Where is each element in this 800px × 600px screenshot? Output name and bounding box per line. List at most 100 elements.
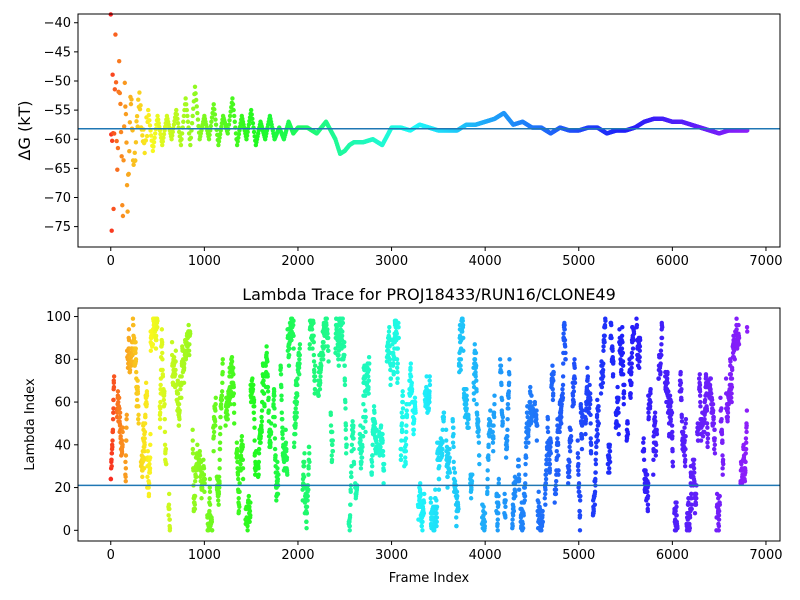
lambda-point [648,391,653,396]
lambda-point [311,340,316,345]
delta-g-point [236,131,242,137]
lambda-point [548,440,554,445]
lambda-point [343,436,349,441]
lambda-point [159,327,165,332]
lambda-point [495,528,500,533]
lambda-point [179,395,184,400]
lambda-point [148,442,153,448]
lambda-point [473,374,478,379]
lambda-point [240,457,246,462]
lambda-point [603,318,608,324]
lambda-point [366,384,371,390]
lambda-point [312,378,317,383]
lambda-point [461,335,466,341]
lambda-point [190,446,196,452]
lambda-point [124,416,129,422]
lambda-point [505,434,510,439]
lambda-point [395,346,401,351]
lambda-point [217,440,223,445]
lambda-point [629,380,634,386]
lambda-point [491,423,496,428]
lambda-point [363,414,368,420]
lambda-point [596,404,601,409]
lambda-point [646,414,651,420]
delta-g-point [209,119,214,124]
lambda-point [702,397,708,403]
lambda-point [153,333,159,338]
lambda-point [426,406,432,411]
lambda-point [142,436,147,441]
lambda-point [272,446,278,452]
lambda-point [473,350,479,356]
lambda-point [637,337,643,343]
lambda-point [247,508,253,514]
lambda-point [238,461,243,467]
lambda-point [294,410,299,415]
lambda-point [133,350,138,356]
lambda-point [143,414,148,420]
lambda-point [318,380,323,386]
lambda-point [371,404,377,409]
lambda-point [447,455,452,460]
lambda-point [421,511,427,516]
lambda-point [465,421,470,426]
lambda-point [399,427,405,433]
lambda-point [202,489,207,495]
lambda-point [725,406,731,411]
lambda-point [543,487,548,492]
lambda-point [275,476,281,482]
lambda-point [625,431,631,437]
lambda-point [555,442,561,448]
lambda-point [187,342,192,347]
lambda-point [366,378,372,383]
lambda-point [648,387,653,392]
bottom-y-tick-label: 100 [46,310,71,325]
delta-g-point [170,129,175,135]
lambda-point [560,374,566,379]
lambda-point [186,348,192,353]
lambda-point [424,374,429,379]
lambda-point [403,461,408,467]
delta-g-point [146,113,151,118]
delta-g-point [156,121,161,126]
lambda-point [283,427,288,433]
lambda-point [593,457,598,462]
lambda-point [523,481,528,486]
lambda-point [297,352,303,358]
delta-g-point [158,131,163,137]
lambda-point [232,421,237,426]
lambda-point [732,357,737,362]
lambda-point [135,384,140,390]
lambda-point [516,472,522,477]
lambda-point [126,327,132,332]
lambda-point [252,425,257,430]
lambda-point [716,517,722,522]
delta-g-point [217,131,223,137]
lambda-point [511,508,517,514]
lambda-point [716,523,722,529]
lambda-point [643,468,648,473]
lambda-point [283,440,289,445]
lambda-point [567,468,572,473]
lambda-point [526,440,531,445]
delta-g-point [155,117,161,122]
lambda-point [272,393,277,398]
lambda-point [568,427,573,433]
lambda-point [404,429,409,435]
lambda-point [135,416,141,422]
lambda-point [366,391,371,396]
lambda-point [743,436,749,441]
lambda-point [312,369,317,375]
lambda-point [348,489,353,495]
delta-g-point [184,107,190,113]
lambda-point [400,406,406,411]
lambda-point [474,401,479,407]
lambda-point [256,466,261,471]
lambda-point [237,489,242,495]
lambda-point [532,399,538,405]
delta-g-point [175,121,181,126]
lambda-point [271,397,276,403]
lambda-point [240,476,246,482]
delta-g-point [152,135,157,140]
lambda-point [492,401,497,407]
